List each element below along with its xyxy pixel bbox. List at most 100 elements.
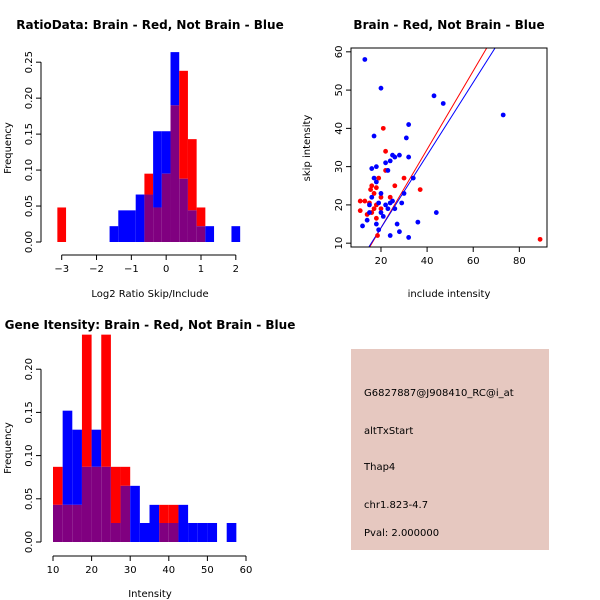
- ratio-histogram-xlabel: Log2 Ratio Skip/Include: [91, 289, 208, 300]
- intensity-bar-brain: [53, 466, 63, 505]
- scatter-point-not-brain: [387, 233, 393, 238]
- intensity-bar-not-brain: [62, 410, 73, 505]
- scatter-point-not-brain: [376, 200, 382, 206]
- intensity-y-tick-label: 0.05: [24, 488, 35, 510]
- ratio-bar-not-brain: [153, 131, 162, 208]
- scatter-point-not-brain: [369, 194, 375, 200]
- scatter-axes: 20 40 60 80 10 20 30 40 50 60: [334, 45, 526, 267]
- ratio-y-tick-label: 0.25: [24, 51, 35, 73]
- scatter-point-brain: [378, 206, 384, 212]
- scatter-point-not-brain: [403, 135, 409, 141]
- scatter-point-not-brain: [406, 154, 412, 160]
- ratio-bar-brain: [196, 207, 206, 227]
- intensity-bar-brain: [120, 466, 131, 486]
- scatter-y-tick-label: 10: [334, 237, 345, 250]
- scatter-point-not-brain: [383, 202, 388, 208]
- scatter-point-not-brain: [399, 200, 405, 206]
- ratio-bar-not-brain: [170, 52, 180, 106]
- scatter-point-not-brain: [378, 210, 384, 215]
- ratio-y-tick-label: 0.00: [24, 231, 35, 253]
- ratio-bar-not-brain: [109, 226, 119, 242]
- scatter-point-not-brain: [406, 122, 412, 127]
- intensity-bar-not-brain: [91, 429, 102, 467]
- ratio-bar-not-brain: [118, 210, 127, 242]
- scatter-point-not-brain: [392, 206, 398, 212]
- intensity-bar-not-brain: [188, 522, 198, 542]
- ratio-bar-overlap: [196, 226, 206, 242]
- scatter-y-tick-label: 60: [334, 45, 345, 58]
- ratio-histogram-ylabel: Frequency: [3, 122, 14, 174]
- scatter-point-not-brain: [378, 85, 384, 91]
- scatter-point-not-brain: [367, 202, 372, 208]
- scatter-x-tick-label: 80: [513, 256, 526, 267]
- scatter-ylabel: skip intensity: [302, 115, 313, 182]
- scatter-point-brain: [376, 175, 382, 181]
- scatter-title: Brain - Red, Not Brain - Blue: [353, 18, 544, 32]
- ratio-x-tick-label: 0: [163, 264, 169, 275]
- scatter-y-tick-label: 20: [334, 199, 345, 212]
- intensity-x-tick-label: 60: [240, 565, 253, 576]
- scatter-point-not-brain: [380, 213, 386, 219]
- ratio-x-tick-label: −1: [124, 264, 139, 275]
- intensity-y-tick-label: 0.15: [24, 401, 35, 423]
- scatter-point-not-brain: [371, 175, 377, 181]
- intensity-y-tick-label: 0.00: [24, 531, 35, 553]
- ratio-histogram: RatioData: Brain - Red, Not Brain - Blue…: [3, 18, 284, 300]
- scatter-point-brain: [369, 183, 375, 189]
- intensity-histogram-xlabel: Intensity: [128, 589, 172, 600]
- intensity-x-tick-label: 30: [124, 565, 137, 576]
- scatter-point-brain: [392, 183, 398, 189]
- gene-name: Thap4: [363, 462, 395, 473]
- scatter-point-brain: [373, 215, 379, 221]
- scatter-point-not-brain: [373, 221, 379, 227]
- scatter-point-not-brain: [367, 210, 372, 215]
- ratio-bar-brain: [57, 207, 67, 242]
- intensity-y-tick-label: 0.20: [24, 358, 35, 380]
- ratio-bar-overlap: [170, 105, 180, 242]
- scatter-point-brain: [417, 187, 423, 192]
- scatter-point-not-brain: [406, 235, 412, 240]
- scatter-point-not-brain: [397, 152, 402, 158]
- intensity-bar-brain: [81, 334, 92, 467]
- scatter-point-not-brain: [362, 57, 368, 62]
- ratio-histogram-title: RatioData: Brain - Red, Not Brain - Blue: [16, 18, 283, 32]
- scatter-point-not-brain: [378, 191, 384, 196]
- scatter-point-not-brain: [371, 133, 377, 139]
- ratio-histogram-bars: [57, 52, 241, 242]
- fit-line-not-brain: [368, 48, 496, 247]
- scatter-point-not-brain: [369, 166, 375, 171]
- ratio-histogram-axes: −3 −2 −1 0 1 2 0.00 0.05 0.10 0.15 0.20 0.25: [24, 51, 239, 275]
- ratio-x-tick-label: −3: [54, 264, 69, 275]
- scatter-xlabel: include intensity: [408, 289, 491, 300]
- scatter-point-brain: [387, 194, 393, 200]
- intensity-histogram-title: Gene Itensity: Brain - Red, Not Brain - …: [5, 318, 296, 332]
- scatter-point-not-brain: [415, 219, 421, 225]
- intensity-histogram: Gene Itensity: Brain - Red, Not Brain - …: [3, 318, 295, 600]
- scatter-point-brain: [362, 198, 368, 204]
- genomic-location: chr1.823-4.7: [364, 500, 428, 511]
- intensity-bar-not-brain: [197, 522, 208, 542]
- scatter-point-brain: [537, 236, 543, 242]
- scatter-point-brain: [373, 185, 379, 191]
- scatter-point-not-brain: [440, 101, 446, 106]
- scatter-point-brain: [357, 198, 363, 204]
- info-panel: G6827887@J908410_RC@i_at altTxStart Thap…: [351, 349, 549, 550]
- scatter-point-brain: [383, 148, 388, 154]
- ratio-x-tick-label: 2: [233, 264, 239, 275]
- scatter-point-not-brain: [385, 168, 391, 173]
- ratio-bar-brain: [187, 139, 197, 211]
- ratio-bar-not-brain: [135, 194, 145, 242]
- scatter-point-brain: [375, 233, 380, 238]
- intensity-x-tick-label: 50: [201, 565, 214, 576]
- intensity-bar-not-brain: [178, 504, 189, 542]
- scatter-point-not-brain: [392, 154, 398, 160]
- p-value: Pval: 2.000000: [364, 528, 439, 539]
- scatter-point-brain: [401, 175, 407, 181]
- scatter-points: [357, 57, 543, 242]
- intensity-bar-brain: [110, 466, 121, 523]
- ratio-x-tick-label: 1: [198, 264, 204, 275]
- scatter-y-tick-label: 50: [334, 84, 345, 97]
- ratio-bar-overlap: [144, 194, 154, 242]
- intensity-histogram-ylabel: Frequency: [3, 422, 14, 474]
- intensity-bar-overlap: [62, 504, 73, 542]
